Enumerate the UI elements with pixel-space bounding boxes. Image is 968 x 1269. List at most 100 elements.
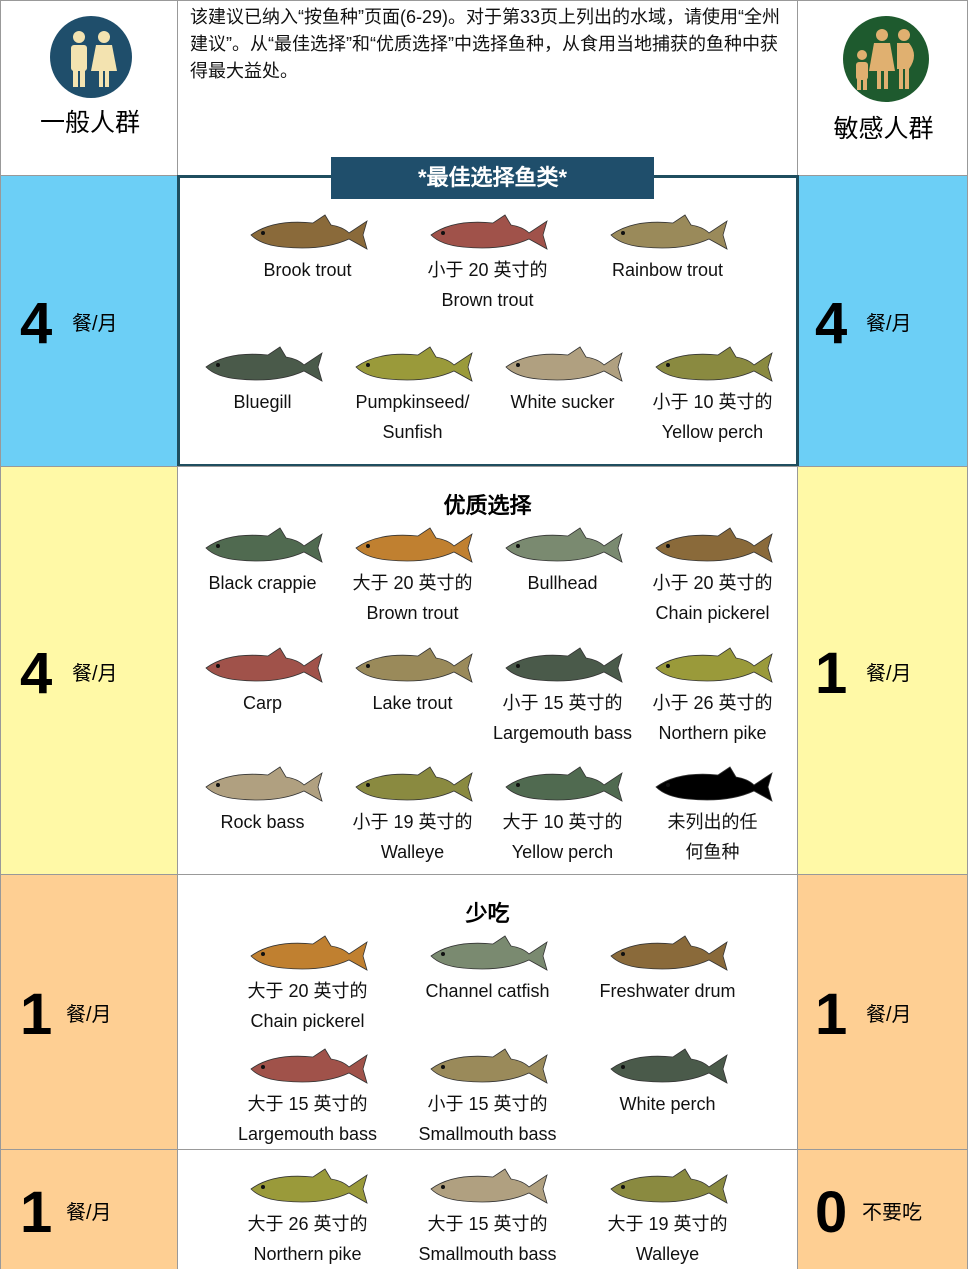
fish-label: 小于 15 英寸的 [502, 692, 623, 713]
fish-cell [177, 1149, 798, 1269]
sensitive-cell [797, 1149, 968, 1269]
fish-label: White sucker [510, 392, 615, 412]
fish-icon [249, 214, 368, 250]
sensitive-count: 0 [815, 1179, 848, 1245]
general-count: 1 [20, 1179, 53, 1245]
sensitive-count: 1 [815, 640, 848, 706]
general-count: 4 [20, 640, 53, 706]
fish-icon [354, 766, 473, 803]
fish-icon [504, 527, 623, 563]
sensitive-unit: 餐/月 [866, 313, 912, 335]
fish-icon [654, 527, 773, 563]
fish-icon [609, 935, 728, 971]
fish-label: Pumpkinseed/ [355, 392, 470, 412]
fish-label: Brown trout [441, 290, 534, 310]
fish-label: White perch [619, 1094, 716, 1114]
fish-label: 小于 20 英寸的 [427, 260, 548, 280]
fish-label: Sunfish [382, 422, 443, 442]
sensitive-header: 敏感人群 [797, 0, 968, 176]
fish-label: Lake trout [372, 692, 453, 713]
fish-label: Yellow perch [661, 422, 764, 442]
fish-label: 小于 26 英寸的 [652, 692, 773, 713]
best-title: *最佳选择鱼类* [331, 157, 654, 199]
fish-label: Black crappie [208, 573, 317, 593]
fish-label: Brown trout [366, 603, 459, 623]
fish-label: Northern pike [253, 1244, 362, 1264]
general-cell [0, 175, 178, 467]
fish-label: Largemouth bass [237, 1124, 378, 1144]
fish-icon [249, 1048, 368, 1084]
fish-icon [249, 1168, 368, 1204]
fish-icon [504, 766, 623, 803]
sensitive-icon [843, 16, 929, 102]
fish-label: 大于 20 英寸的 [352, 573, 473, 593]
fish-icon [609, 214, 728, 250]
sensitive-unit: 不要吃 [862, 1201, 922, 1224]
fish-icon [504, 647, 623, 683]
general-unit: 餐/月 [66, 1004, 112, 1026]
fish-label: Brook trout [263, 260, 352, 280]
fish-label: 大于 19 英寸的 [607, 1214, 728, 1234]
general-count: 1 [20, 982, 53, 1047]
fish-icon [429, 935, 548, 971]
sensitive-cell [797, 466, 968, 875]
fish-icon [609, 1048, 728, 1084]
fish-icon [429, 214, 548, 250]
fish-icon [504, 346, 623, 382]
fish-label: Chain pickerel [250, 1011, 365, 1031]
fish-icon [204, 346, 323, 382]
fish-label: Rock bass [220, 812, 305, 833]
fish-icon [204, 647, 323, 683]
general-icon [50, 16, 132, 98]
fish-label: 小于 15 英寸的 [427, 1094, 548, 1114]
general-unit: 餐/月 [72, 662, 118, 685]
general-cell [0, 466, 178, 875]
fish-label: Rainbow trout [611, 260, 724, 280]
general-unit: 餐/月 [72, 313, 118, 335]
fish-label: 大于 15 英寸的 [247, 1094, 368, 1114]
section-title: 少吃 [465, 901, 510, 926]
sensitive-unit: 餐/月 [866, 1004, 912, 1026]
fish-label: Bluegill [233, 392, 292, 412]
fish-label: 何鱼种 [685, 842, 740, 863]
fish-label: Bullhead [527, 573, 598, 593]
fish-label: 大于 20 英寸的 [247, 981, 368, 1001]
intro-text: 该建议已纳入“按鱼种”页面(6-29)。对于第33页上列出的水域，请使用“全州建… [190, 7, 781, 81]
fish-icon [429, 1048, 548, 1084]
fish-label: 小于 19 英寸的 [352, 812, 473, 833]
fish-icon [249, 935, 368, 971]
fish-icon [429, 1168, 548, 1204]
fish-label: 小于 20 英寸的 [652, 573, 773, 593]
fish-cell [177, 874, 798, 1150]
fish-label: Walleye [635, 1244, 700, 1264]
fish-icon [204, 527, 323, 563]
fish-label: 大于 15 英寸的 [427, 1214, 548, 1234]
fish-icon [204, 766, 323, 803]
sensitive-count: 1 [815, 982, 848, 1047]
fish-label: Chain pickerel [655, 603, 770, 623]
fish-label: 大于 10 英寸的 [502, 812, 623, 833]
fish-label: Smallmouth bass [418, 1244, 557, 1264]
fish-label: 大于 26 英寸的 [247, 1214, 368, 1234]
fish-label: 小于 10 英寸的 [652, 392, 773, 412]
sensitive-unit: 餐/月 [866, 662, 912, 685]
fish-icon [654, 647, 773, 683]
general-cell [0, 874, 178, 1150]
sensitive-count: 4 [815, 291, 848, 356]
fish-label: Largemouth bass [492, 722, 633, 743]
fish-label: Carp [242, 692, 282, 713]
fish-icon [354, 647, 473, 683]
fish-label: Channel catfish [425, 981, 550, 1001]
fish-icon [354, 527, 473, 563]
general-header: 一般人群 [0, 0, 178, 176]
general-label: 一般人群 [39, 109, 140, 137]
fish-label: Smallmouth bass [418, 1124, 557, 1144]
fish-icon [609, 1168, 728, 1204]
general-count: 4 [20, 291, 53, 356]
fish-label: Yellow perch [511, 842, 614, 863]
fish-label: 未列出的任 [667, 812, 758, 833]
section-title: 优质选择 [443, 493, 532, 518]
sensitive-label: 敏感人群 [833, 115, 934, 143]
fish-label: Northern pike [658, 722, 767, 743]
